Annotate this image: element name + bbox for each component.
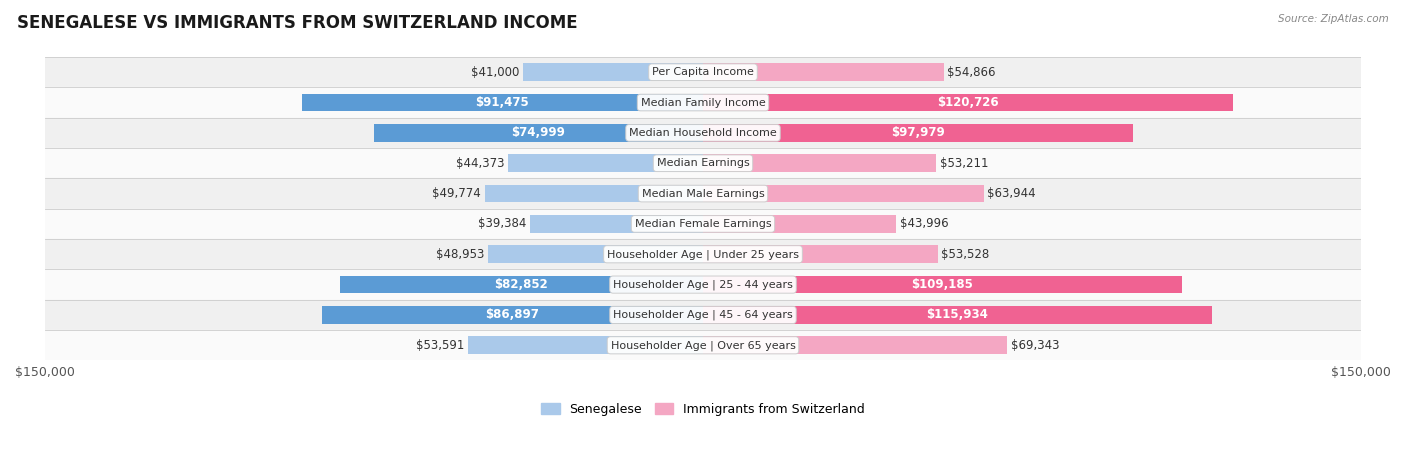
Bar xyxy=(45,269,1361,300)
Bar xyxy=(488,246,703,263)
Bar xyxy=(703,124,1133,142)
Bar xyxy=(45,239,1361,269)
Text: $48,953: $48,953 xyxy=(436,248,485,261)
Text: $53,591: $53,591 xyxy=(416,339,464,352)
Text: $120,726: $120,726 xyxy=(936,96,998,109)
Bar xyxy=(45,118,1361,148)
Bar xyxy=(45,209,1361,239)
Text: $49,774: $49,774 xyxy=(433,187,481,200)
Bar xyxy=(703,215,896,233)
Bar xyxy=(703,185,984,202)
Bar xyxy=(45,300,1361,330)
Bar xyxy=(45,87,1361,118)
Bar xyxy=(703,246,938,263)
Text: $53,528: $53,528 xyxy=(942,248,990,261)
Text: $63,944: $63,944 xyxy=(987,187,1036,200)
Text: Householder Age | Over 65 years: Householder Age | Over 65 years xyxy=(610,340,796,351)
Bar xyxy=(302,94,703,111)
Text: $82,852: $82,852 xyxy=(495,278,548,291)
Bar xyxy=(703,276,1182,293)
Text: Householder Age | 25 - 44 years: Householder Age | 25 - 44 years xyxy=(613,279,793,290)
Text: SENEGALESE VS IMMIGRANTS FROM SWITZERLAND INCOME: SENEGALESE VS IMMIGRANTS FROM SWITZERLAN… xyxy=(17,14,578,32)
Text: Householder Age | Under 25 years: Householder Age | Under 25 years xyxy=(607,249,799,260)
Text: $69,343: $69,343 xyxy=(1011,339,1059,352)
Text: Median Family Income: Median Family Income xyxy=(641,98,765,107)
Bar xyxy=(45,57,1361,87)
Text: $115,934: $115,934 xyxy=(927,308,988,321)
Bar xyxy=(374,124,703,142)
Bar xyxy=(485,185,703,202)
Bar xyxy=(703,64,943,81)
Text: Source: ZipAtlas.com: Source: ZipAtlas.com xyxy=(1278,14,1389,24)
Text: $41,000: $41,000 xyxy=(471,66,520,79)
Text: $54,866: $54,866 xyxy=(948,66,995,79)
Bar xyxy=(703,94,1233,111)
Bar xyxy=(45,178,1361,209)
Bar xyxy=(322,306,703,324)
Bar xyxy=(523,64,703,81)
Text: $39,384: $39,384 xyxy=(478,218,527,230)
Text: Median Earnings: Median Earnings xyxy=(657,158,749,168)
Bar xyxy=(468,337,703,354)
Text: Median Male Earnings: Median Male Earnings xyxy=(641,189,765,198)
Bar xyxy=(45,148,1361,178)
Bar xyxy=(703,306,1212,324)
Legend: Senegalese, Immigrants from Switzerland: Senegalese, Immigrants from Switzerland xyxy=(536,398,870,421)
Text: Median Household Income: Median Household Income xyxy=(628,128,778,138)
Text: $86,897: $86,897 xyxy=(485,308,540,321)
Bar xyxy=(703,155,936,172)
Text: $109,185: $109,185 xyxy=(911,278,973,291)
Text: $44,373: $44,373 xyxy=(457,157,505,170)
Bar xyxy=(703,337,1007,354)
Text: $43,996: $43,996 xyxy=(900,218,948,230)
Text: $91,475: $91,475 xyxy=(475,96,529,109)
Bar xyxy=(530,215,703,233)
Bar xyxy=(339,276,703,293)
Text: Median Female Earnings: Median Female Earnings xyxy=(634,219,772,229)
Bar xyxy=(45,330,1361,361)
Text: $97,979: $97,979 xyxy=(891,127,945,139)
Text: Householder Age | 45 - 64 years: Householder Age | 45 - 64 years xyxy=(613,310,793,320)
Text: $74,999: $74,999 xyxy=(512,127,565,139)
Bar xyxy=(509,155,703,172)
Text: Per Capita Income: Per Capita Income xyxy=(652,67,754,77)
Text: $53,211: $53,211 xyxy=(941,157,988,170)
